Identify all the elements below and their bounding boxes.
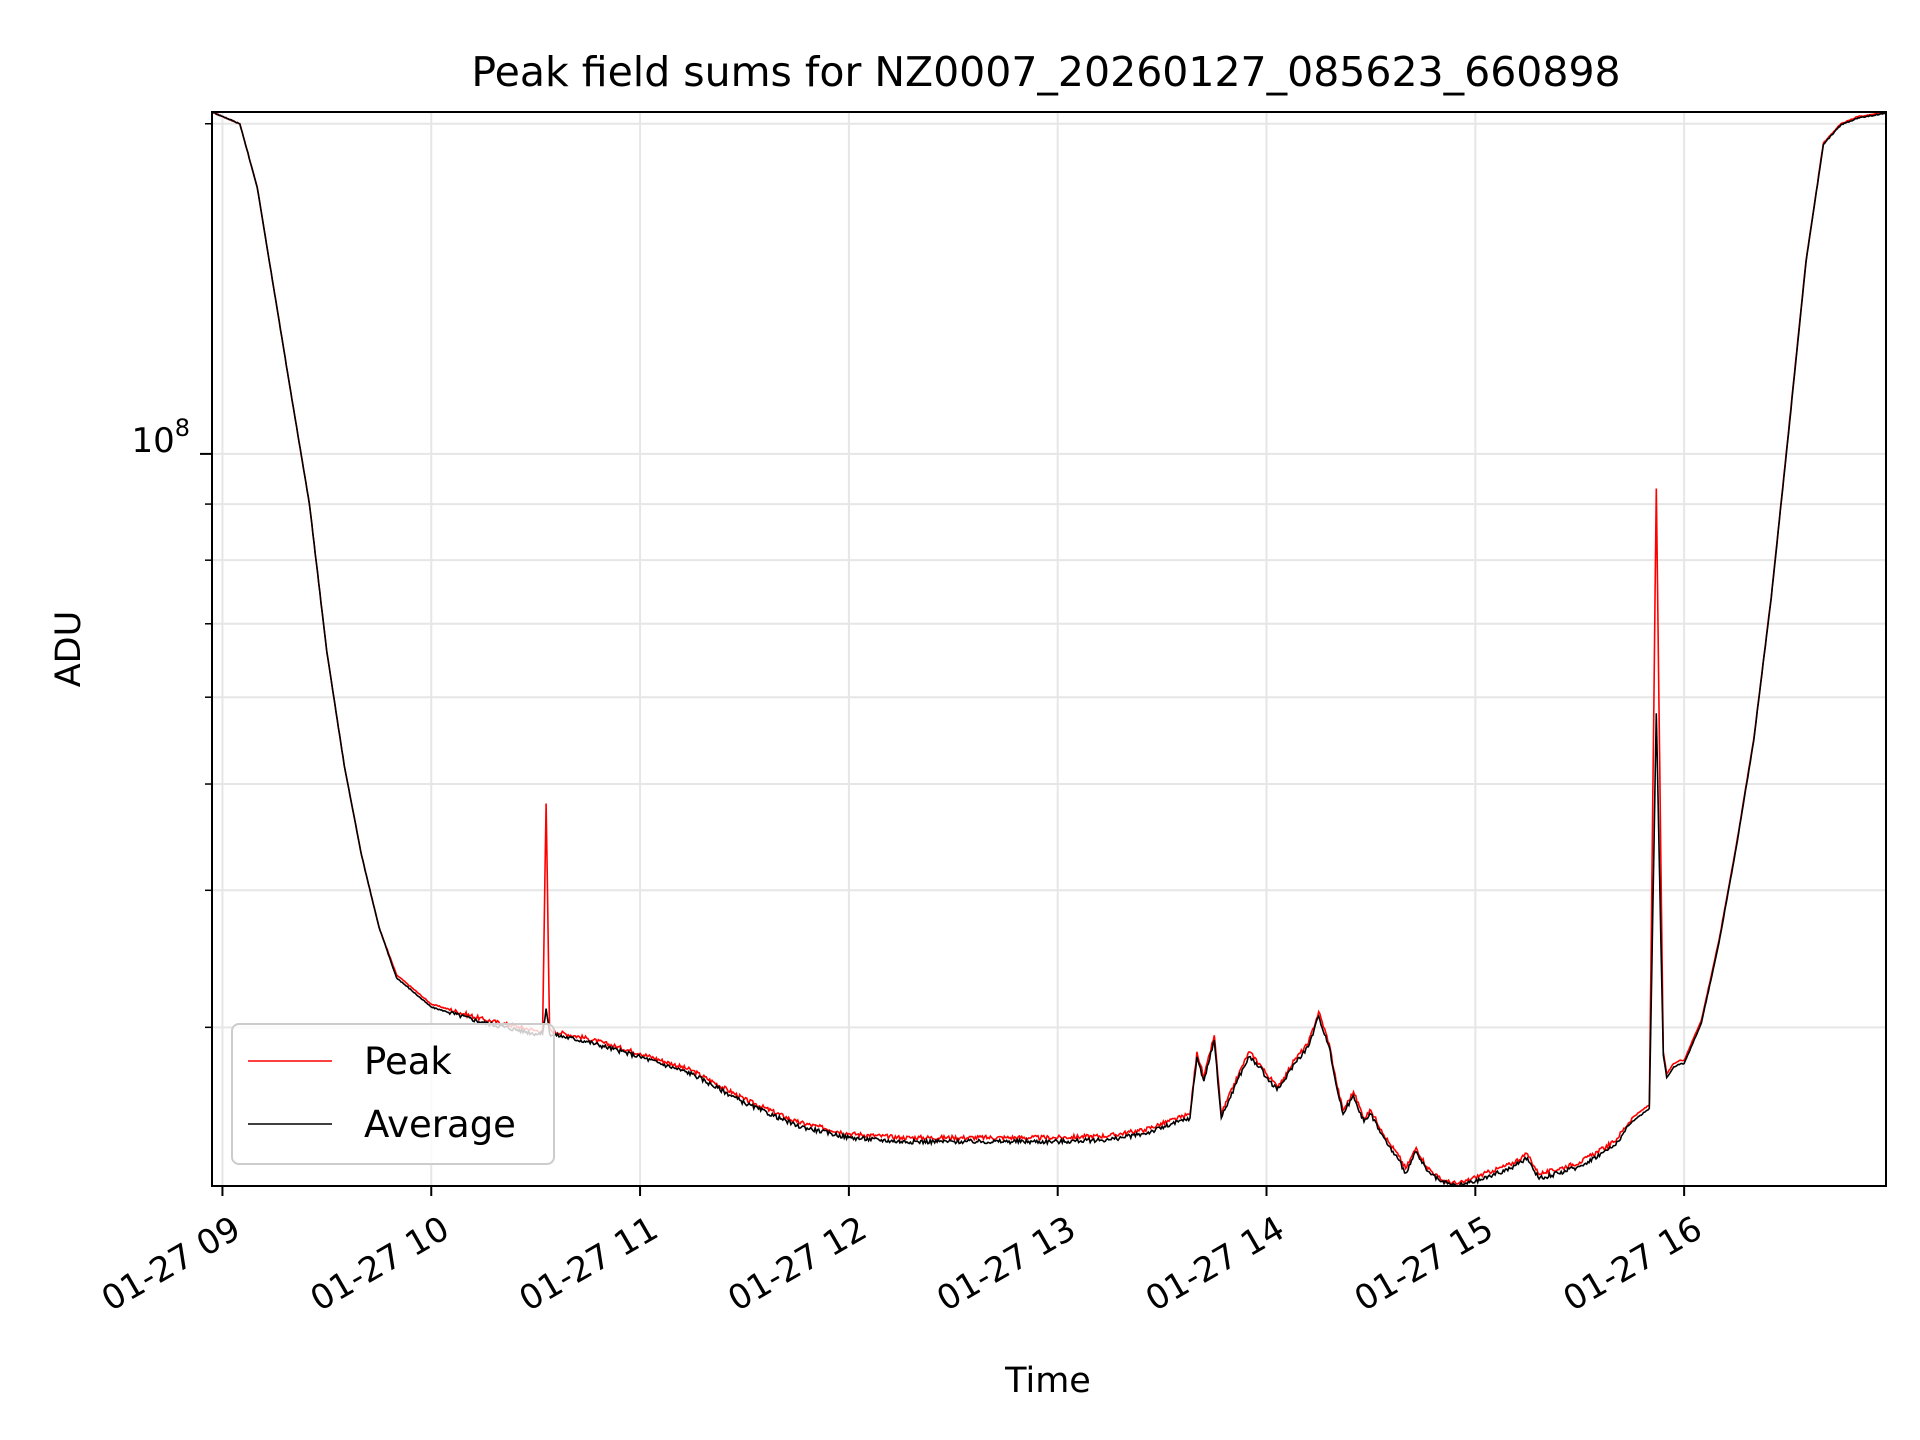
legend-label-average: Average (364, 1103, 516, 1146)
legend-box (231, 1023, 555, 1165)
legend: Peak Average (231, 1023, 555, 1165)
series-line-peak (212, 112, 1886, 1186)
chart-title: Peak field sums for NZ0007_20260127_0856… (471, 48, 1620, 96)
y-axis-label: ADU (49, 611, 89, 688)
y-axis-ticks (200, 123, 212, 1029)
y-tick-label-1e8: 108 (131, 414, 190, 461)
plot-frame (211, 111, 1887, 1187)
grid-lines (212, 112, 1886, 1186)
x-axis-label: Time (1004, 1361, 1091, 1401)
legend-label-peak: Peak (364, 1040, 452, 1083)
